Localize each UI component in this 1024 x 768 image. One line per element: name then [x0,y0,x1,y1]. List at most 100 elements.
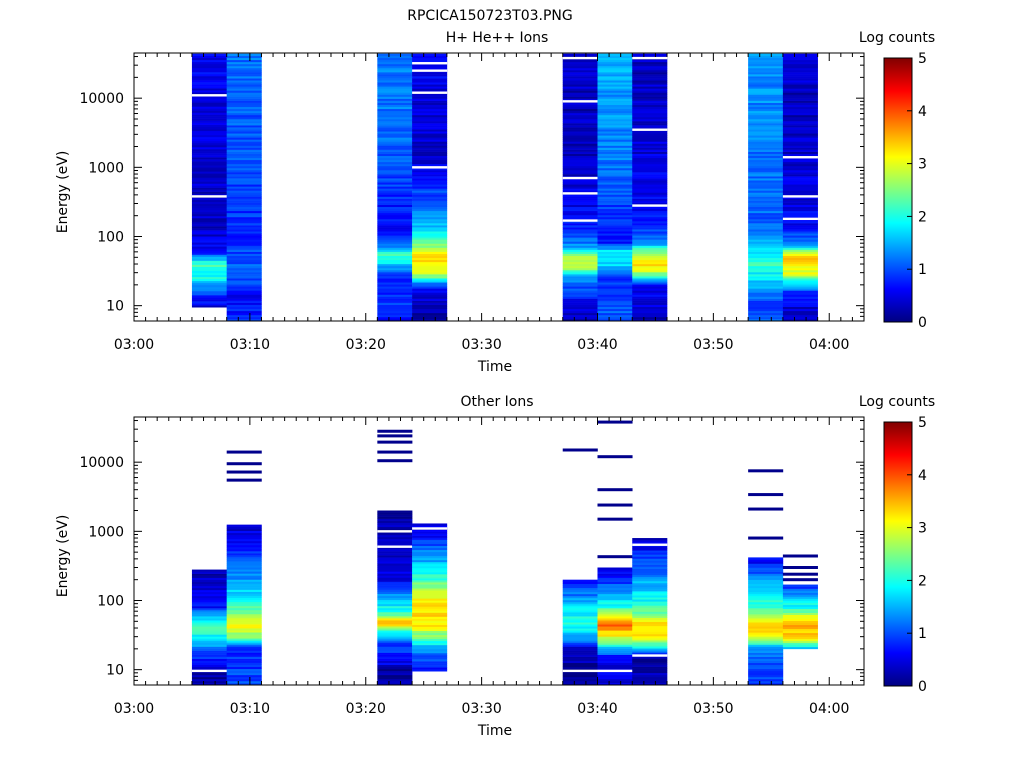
x-tick-label: 03:40 [577,337,617,353]
energy-bin [748,155,784,159]
energy-bin [782,112,818,116]
energy-bin [562,269,598,273]
energy-bin [226,622,262,625]
energy-bin [377,76,413,79]
energy-bin [632,300,668,303]
energy-bin [632,133,668,136]
energy-bin [377,561,413,564]
energy-bin [562,632,598,635]
energy-bin [597,634,633,637]
energy-bin [597,314,633,318]
energy-bin [632,269,668,273]
energy-bin [632,163,668,167]
count-line [226,470,262,474]
energy-bin [412,541,448,544]
energy-bin [412,206,448,210]
energy-bin [377,96,413,99]
energy-bin [562,612,598,615]
energy-bin [632,631,668,635]
energy-bin [377,125,413,128]
energy-bin [191,282,227,286]
energy-bin [226,272,262,275]
energy-bin [632,310,668,314]
energy-bin [412,159,448,163]
energy-bin [412,286,448,289]
energy-bin [226,551,262,554]
energy-bin [597,581,633,585]
energy-bin [377,135,413,138]
energy-bin [226,192,262,195]
energy-bin [377,55,413,59]
energy-bin [632,568,668,571]
energy-bin [782,638,818,642]
energy-bin [191,664,227,668]
energy-bin [748,557,784,560]
energy-bin [632,121,668,124]
energy-bin [782,255,818,259]
energy-bin [748,636,784,639]
energy-bin [226,276,262,279]
energy-bin [377,196,413,199]
energy-bin [377,74,413,77]
energy-bin [191,262,227,265]
energy-bin [377,670,413,674]
energy-bin [632,118,668,122]
panel-2-column-6 [597,420,633,686]
energy-bin [412,190,448,193]
energy-bin [597,251,633,254]
energy-bin [748,210,784,214]
energy-bin [412,231,448,234]
energy-bin [562,278,598,281]
energy-bin [226,626,262,629]
energy-bin [412,237,448,240]
energy-bin [412,632,448,636]
energy-bin [226,151,262,154]
energy-bin [632,176,668,179]
energy-bin [782,612,818,615]
energy-bin [597,284,633,287]
energy-bin [748,159,784,163]
energy-bin [748,579,784,582]
energy-bin [191,181,227,184]
energy-bin [377,212,413,216]
energy-bin [191,632,227,635]
energy-bin [226,603,262,607]
energy-bin [377,300,413,303]
energy-bin [597,208,633,212]
energy-bin [597,644,633,647]
energy-bin [226,648,262,651]
energy-bin [597,172,633,175]
energy-bin [377,145,413,148]
energy-bin [597,123,633,126]
energy-bin [748,314,784,318]
energy-bin [782,135,818,138]
energy-bin [597,276,633,279]
energy-bin [377,221,413,224]
energy-bin [226,86,262,89]
colorbar-tick-label: 4 [918,468,927,484]
energy-bin [748,249,784,252]
energy-bin [412,565,448,569]
energy-bin [782,78,818,81]
energy-bin [562,636,598,639]
energy-bin [226,581,262,584]
energy-bin [748,196,784,199]
energy-bin [191,297,227,300]
energy-bin [782,76,818,79]
energy-bin [748,634,784,637]
energy-bin [412,147,448,150]
energy-bin [597,638,633,641]
energy-bin [377,674,413,678]
energy-bin [377,624,413,627]
energy-bin [562,198,598,201]
energy-bin [412,604,448,607]
energy-bin [562,108,598,112]
energy-bin [597,137,633,140]
energy-bin [377,174,413,177]
energy-bin [597,74,633,77]
energy-bin [562,263,598,267]
energy-bin [226,290,262,293]
energy-bin [226,585,262,588]
energy-bin [748,563,784,566]
energy-bin [632,548,668,551]
